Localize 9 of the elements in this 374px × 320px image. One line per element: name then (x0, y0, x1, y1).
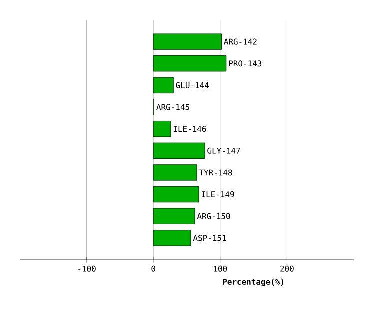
bar (153, 142, 206, 159)
bar (153, 186, 200, 203)
bar (153, 208, 196, 224)
bar (153, 77, 174, 94)
bar (153, 56, 227, 72)
bar (153, 164, 198, 181)
bar (153, 230, 192, 246)
bar (153, 34, 222, 50)
bar (153, 121, 172, 138)
